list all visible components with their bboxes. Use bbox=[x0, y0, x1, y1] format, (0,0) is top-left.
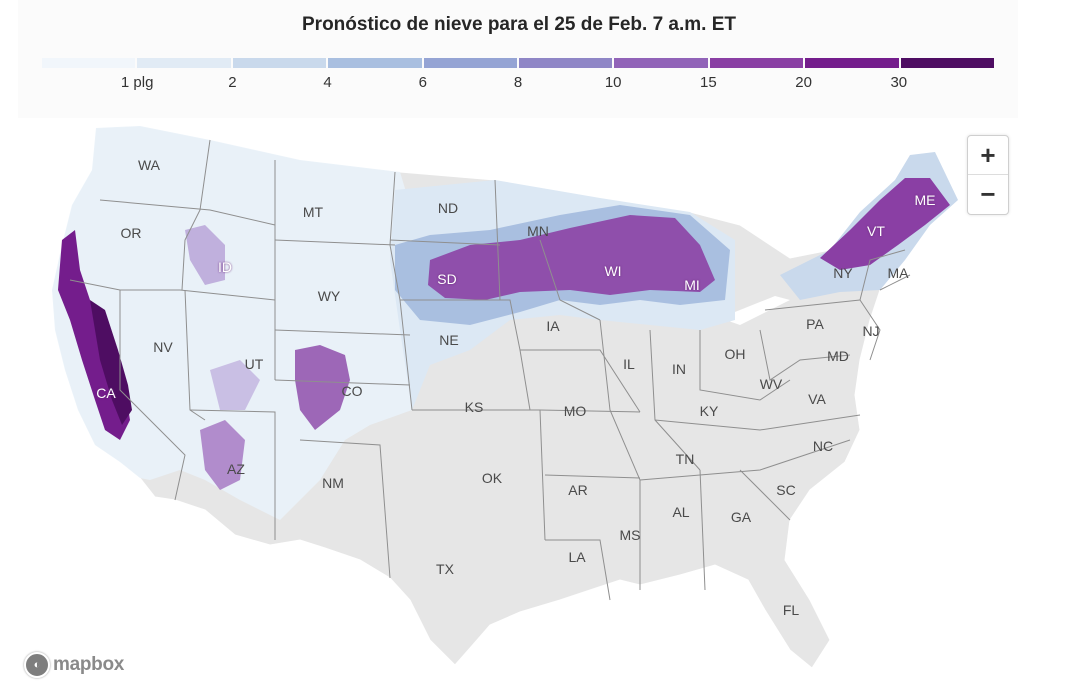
state-label-tn: TN bbox=[675, 451, 695, 467]
state-label-ca: CA bbox=[96, 385, 116, 401]
state-label-pa: PA bbox=[806, 316, 824, 332]
state-label-nv: NV bbox=[153, 339, 173, 355]
state-label-wv: WV bbox=[759, 376, 783, 392]
state-label-nc: NC bbox=[812, 438, 834, 454]
zoom-in-button[interactable]: + bbox=[980, 139, 996, 170]
state-label-in: IN bbox=[672, 361, 686, 377]
state-label-md: MD bbox=[827, 348, 849, 364]
legend-tick-label: 2 bbox=[228, 74, 237, 91]
state-label-ma: MA bbox=[887, 265, 909, 281]
map-canvas[interactable]: WA OR CA ID NV MT WY UT AZ CO NM ND SD N… bbox=[0, 118, 1068, 692]
legend-swatch bbox=[519, 58, 613, 68]
state-label-wi: WI bbox=[604, 263, 622, 279]
legend-swatch bbox=[614, 58, 708, 68]
state-label-ar: AR bbox=[568, 482, 588, 498]
state-label-ia: IA bbox=[546, 318, 560, 334]
us-map bbox=[51, 125, 959, 669]
mapbox-logo-icon: ◐ bbox=[24, 652, 50, 678]
legend-tick-label: 1 plg bbox=[120, 74, 154, 91]
state-label-al: AL bbox=[672, 504, 690, 520]
state-label-il: IL bbox=[623, 356, 635, 372]
legend-tick-label: 4 bbox=[323, 74, 332, 91]
legend-labels: 1 plg 2 4 6 8 10 15 20 30 bbox=[42, 74, 994, 94]
state-label-nd: ND bbox=[437, 200, 459, 216]
legend-tick-label: 15 bbox=[700, 74, 717, 91]
snow-midwest-heavy bbox=[428, 215, 715, 300]
legend-swatch bbox=[232, 58, 327, 68]
state-label-tx: TX bbox=[436, 561, 454, 577]
snow-utah bbox=[210, 360, 260, 410]
state-label-wa: WA bbox=[137, 157, 161, 173]
state-label-va: VA bbox=[808, 391, 826, 407]
state-label-wy: WY bbox=[317, 288, 341, 304]
state-label-az: AZ bbox=[227, 461, 245, 477]
state-label-fl: FL bbox=[782, 602, 800, 618]
state-label-mo: MO bbox=[563, 403, 587, 419]
legend-tick-label: 10 bbox=[604, 74, 622, 91]
legend-tick-label: 8 bbox=[513, 74, 523, 91]
state-label-ks: KS bbox=[464, 399, 484, 415]
state-label-ky: KY bbox=[699, 403, 719, 419]
state-label-ne: NE bbox=[439, 332, 459, 348]
state-label-ok: OK bbox=[481, 470, 503, 486]
snow-idaho bbox=[185, 225, 225, 285]
state-label-id: ID bbox=[218, 259, 232, 275]
snow-legend: 1 plg 2 4 6 8 10 15 20 30 bbox=[42, 58, 995, 98]
legend-tick-label: 6 bbox=[418, 74, 427, 91]
state-label-nm: NM bbox=[322, 475, 344, 491]
snow-northeast-heavy bbox=[820, 178, 950, 270]
state-label-la: LA bbox=[568, 549, 586, 565]
state-label-sc: SC bbox=[776, 482, 796, 498]
legend-swatch bbox=[900, 58, 995, 68]
lake-erie bbox=[720, 296, 790, 325]
state-label-mi: MI bbox=[684, 277, 700, 293]
legend-swatch bbox=[328, 58, 422, 68]
state-label-ny: NY bbox=[833, 265, 853, 281]
state-label-sd: SD bbox=[437, 271, 457, 287]
snow-arizona bbox=[200, 420, 245, 490]
state-label-oh: OH bbox=[724, 346, 746, 362]
legend-swatch bbox=[709, 58, 804, 68]
legend-swatch bbox=[137, 58, 231, 68]
state-label-me: ME bbox=[914, 192, 936, 208]
state-label-mt: MT bbox=[302, 204, 324, 220]
legend-tick-label: 30 bbox=[890, 74, 908, 91]
snow-colorado bbox=[295, 345, 350, 430]
state-label-mn: MN bbox=[527, 223, 549, 239]
state-label-ms: MS bbox=[619, 527, 641, 543]
legend-color-bar bbox=[42, 58, 995, 68]
map-title: Pronóstico de nieve para el 25 de Feb. 7… bbox=[302, 14, 736, 35]
state-label-ut: UT bbox=[244, 356, 264, 372]
zoom-out-button[interactable]: − bbox=[968, 174, 1008, 213]
snow-sierra-max bbox=[90, 300, 132, 425]
legend-tick-label: 20 bbox=[795, 74, 812, 91]
legend-swatch bbox=[42, 58, 136, 68]
state-label-ga: GA bbox=[730, 509, 752, 525]
state-label-vt: VT bbox=[867, 223, 885, 239]
state-label-co: CO bbox=[341, 383, 363, 399]
legend-swatch bbox=[423, 58, 518, 68]
mapbox-attribution[interactable]: ◐ mapbox bbox=[24, 652, 124, 678]
state-label-or: OR bbox=[120, 225, 142, 241]
legend-swatch bbox=[805, 58, 899, 68]
state-borders bbox=[69, 139, 911, 601]
zoom-control: + − bbox=[967, 135, 1009, 215]
mapbox-wordmark: mapbox bbox=[53, 654, 125, 675]
state-label-nj: NJ bbox=[862, 323, 880, 339]
